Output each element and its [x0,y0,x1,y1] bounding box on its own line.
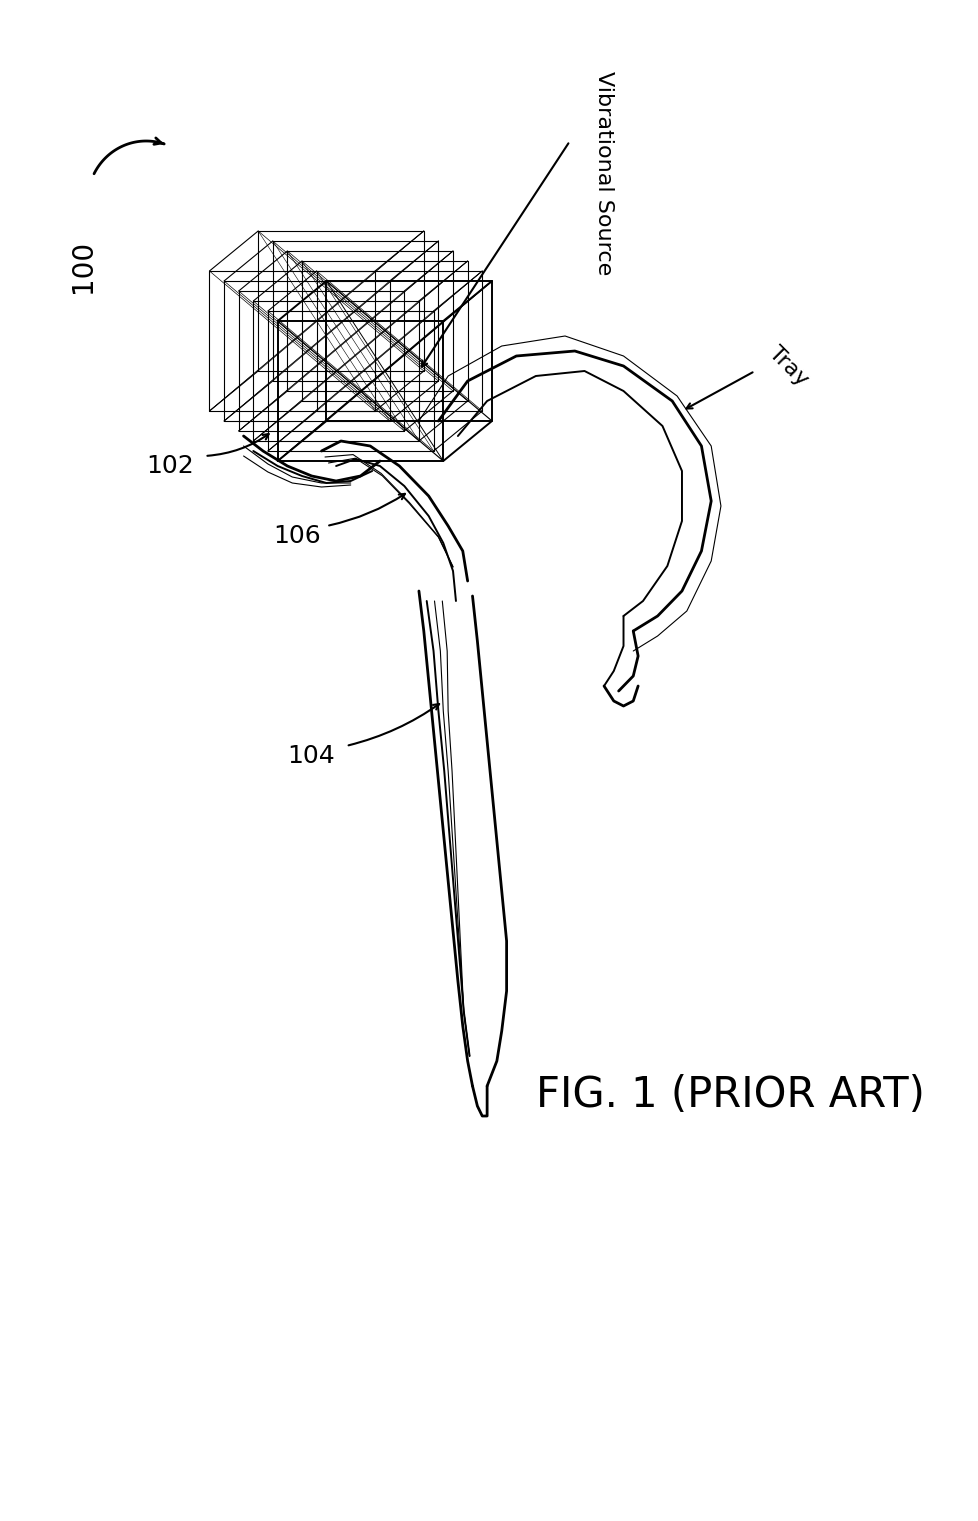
Text: 100: 100 [68,239,97,292]
Text: 104: 104 [288,744,334,768]
Text: Tray: Tray [764,342,811,389]
Text: FIG. 1 (PRIOR ART): FIG. 1 (PRIOR ART) [536,1074,924,1116]
Text: 106: 106 [273,525,320,548]
Text: 102: 102 [146,453,194,478]
Text: Vibrational Source: Vibrational Source [594,71,613,275]
